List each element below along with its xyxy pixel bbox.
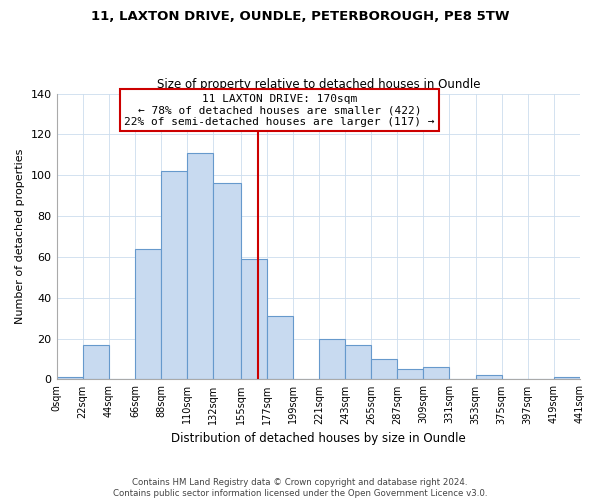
Bar <box>187 153 213 380</box>
Bar <box>56 378 83 380</box>
X-axis label: Distribution of detached houses by size in Oundle: Distribution of detached houses by size … <box>171 432 466 445</box>
Bar <box>213 184 241 380</box>
Bar <box>345 344 371 380</box>
Text: 11 LAXTON DRIVE: 170sqm
← 78% of detached houses are smaller (422)
22% of semi-d: 11 LAXTON DRIVE: 170sqm ← 78% of detache… <box>124 94 435 127</box>
Bar <box>371 359 397 380</box>
Bar <box>554 378 580 380</box>
Bar <box>319 338 345 380</box>
Text: Contains HM Land Registry data © Crown copyright and database right 2024.
Contai: Contains HM Land Registry data © Crown c… <box>113 478 487 498</box>
Bar <box>397 369 424 380</box>
Bar <box>161 171 187 380</box>
Bar <box>476 376 502 380</box>
Bar <box>266 316 293 380</box>
Bar <box>424 367 449 380</box>
Bar <box>83 344 109 380</box>
Bar <box>241 259 266 380</box>
Y-axis label: Number of detached properties: Number of detached properties <box>15 149 25 324</box>
Title: Size of property relative to detached houses in Oundle: Size of property relative to detached ho… <box>157 78 480 91</box>
Text: 11, LAXTON DRIVE, OUNDLE, PETERBOROUGH, PE8 5TW: 11, LAXTON DRIVE, OUNDLE, PETERBOROUGH, … <box>91 10 509 23</box>
Bar <box>135 248 161 380</box>
